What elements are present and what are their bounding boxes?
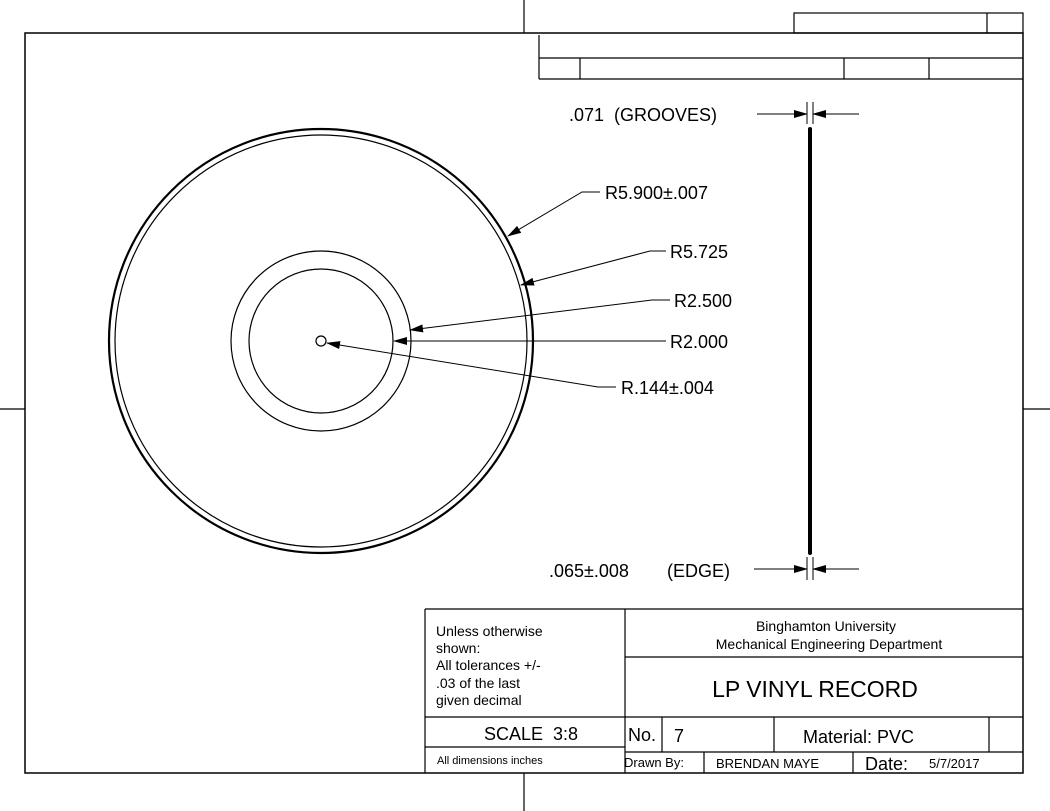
edge-label: (EDGE) (667, 561, 730, 581)
notes-line-4: .03 of the last (436, 675, 520, 691)
title-block (424, 608, 1023, 773)
leader-groove-radius (520, 250, 666, 286)
scale-label: SCALE 3:8 (484, 724, 578, 744)
drawn-by-name: BRENDAN MAYE (716, 756, 819, 771)
department-name: Mechanical Engineering Department (716, 636, 943, 652)
revision-tab (793, 12, 1024, 34)
notes-line-5: given decimal (436, 692, 522, 708)
drawn-by-label: Drawn By: (624, 755, 684, 770)
drawing-title: LP VINYL RECORD (712, 676, 918, 702)
side-view-labels: .071 (GROOVES) .065±.008 (EDGE) (549, 105, 730, 581)
outer-radius-label: R5.900±.007 (605, 183, 708, 203)
notes-line-1: Unless otherwise (436, 623, 543, 639)
radius-leaders (326, 191, 670, 388)
institution-name: Binghamton University (756, 618, 896, 634)
notes-line-3: All tolerances +/- (436, 657, 541, 673)
groove-radius-label: R5.725 (670, 242, 728, 262)
edge-thickness-label: .065±.008 (549, 561, 629, 581)
date-label: Date: (865, 754, 908, 774)
notes-line-2: shown: (436, 640, 480, 656)
hole-radius-label: R.144±.004 (621, 378, 714, 398)
grooves-thickness-label: .071 (GROOVES) (569, 105, 717, 125)
record-side-view (754, 102, 859, 580)
units-note: All dimensions inches (437, 755, 543, 767)
number-label: No. (628, 725, 656, 745)
label-inner-radius-label: R2.000 (670, 332, 728, 352)
leader-outer-radius (507, 191, 600, 237)
leader-label-radius (409, 299, 670, 333)
radius-labels: R5.900±.007 R5.725 R2.500 R2.000 R.144±.… (605, 183, 732, 398)
revision-block (538, 12, 1024, 80)
material-label: Material: PVC (803, 727, 914, 747)
date-value: 5/7/2017 (929, 756, 980, 771)
spindle-hole (315, 335, 327, 347)
drawing-number: 7 (674, 726, 684, 746)
title-block-text: Unless otherwise shown: All tolerances +… (436, 618, 980, 774)
label-radius-label: R2.500 (674, 291, 732, 311)
leader-hole-radius (326, 341, 616, 388)
